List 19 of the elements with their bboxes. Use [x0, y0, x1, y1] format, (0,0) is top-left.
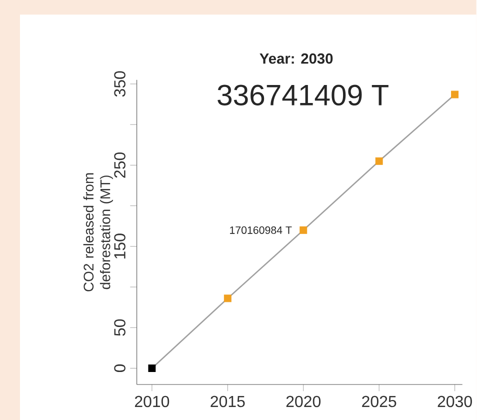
x-tick-label: 2015	[210, 396, 245, 407]
y-tick-label: 0	[114, 364, 126, 372]
point	[224, 294, 232, 302]
x-tick-label: 2010	[134, 396, 170, 407]
y-axis-title: CO2 released from deforestation (MT)	[83, 173, 113, 292]
point	[375, 157, 383, 165]
annotation: 170160984 T	[230, 226, 292, 234]
x-tick-label: 2030	[438, 396, 472, 407]
point	[451, 90, 459, 98]
x-tick-label: 2020	[286, 396, 321, 407]
chart-title: Year: 2030	[260, 53, 333, 64]
chart-subtitle: 336741409 T	[218, 84, 388, 106]
x-tick-label: 2025	[362, 396, 396, 407]
point	[148, 364, 156, 372]
y-tick-label: 150	[114, 233, 126, 258]
y-tick-label: 250	[114, 152, 126, 178]
point	[300, 226, 308, 234]
y-tick-label: 350	[114, 71, 126, 96]
y-tick-label: 50	[114, 319, 126, 336]
